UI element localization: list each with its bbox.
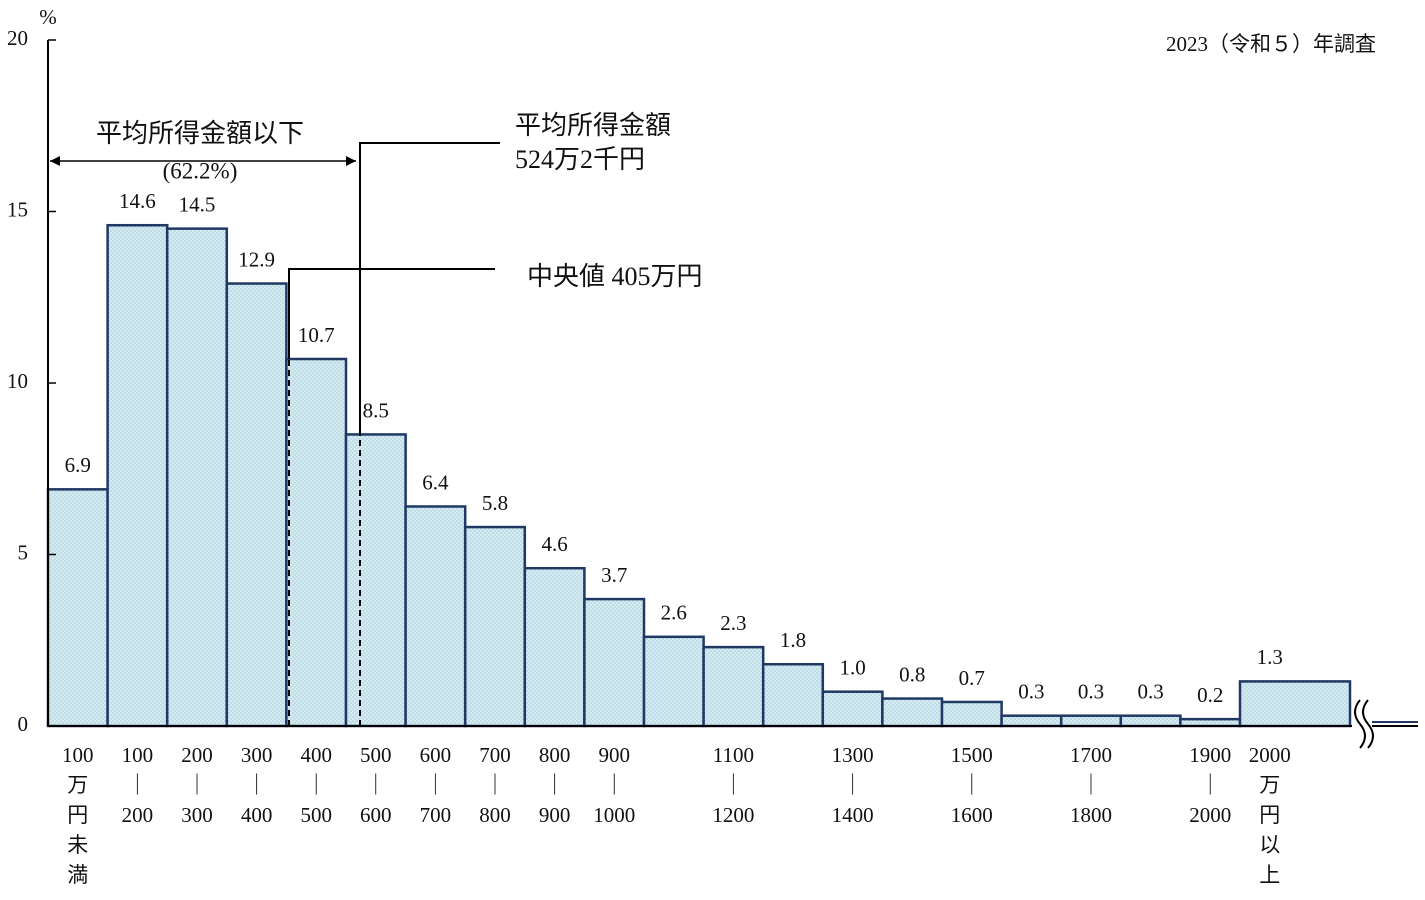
value-label: 2.6 [661, 601, 687, 625]
value-label: 10.7 [298, 323, 335, 347]
value-label: 0.8 [899, 662, 925, 686]
annotation: 平均所得金額 [515, 111, 671, 140]
x-tick-label: 300 ｜ 400 [241, 743, 273, 827]
y-tick-label: 20 [7, 26, 28, 50]
value-label: 0.3 [1137, 680, 1163, 704]
value-label: 5.8 [482, 491, 508, 515]
bar [404, 505, 467, 728]
value-label: 12.9 [238, 247, 275, 271]
bar [1000, 714, 1063, 728]
bar [583, 597, 646, 728]
value-label: 14.6 [119, 189, 156, 213]
bar [761, 663, 825, 728]
mean-line [359, 142, 500, 434]
value-label: 1.0 [839, 656, 865, 680]
bar [46, 488, 109, 728]
x-tick-label: 100 ｜ 200 [122, 743, 154, 827]
bar [285, 357, 348, 728]
x-tick-label: 800 ｜ 900 [539, 743, 571, 827]
bar [1238, 680, 1352, 728]
x-tick-label: 100 万円未満 [62, 743, 94, 887]
annotation: (62.2%) [163, 158, 238, 183]
x-tick-label: 900 ｜ 1000 [593, 743, 635, 827]
x-tick-label: 2000 万円以上 [1249, 743, 1291, 887]
x-tick-label: 200 ｜ 300 [181, 743, 213, 827]
x-tick-label: 600 ｜ 700 [420, 743, 452, 827]
bars [46, 223, 1352, 728]
bar [881, 697, 944, 728]
x-tick-label: 700 ｜ 800 [479, 743, 511, 827]
bar [225, 282, 288, 728]
value-label: 3.7 [601, 563, 627, 587]
x-tick-label: 1500 ｜ 1600 [951, 743, 993, 827]
bar [821, 690, 884, 728]
axis-break [1354, 699, 1374, 749]
bar [463, 525, 527, 728]
value-label: 6.9 [65, 453, 91, 477]
bar [344, 433, 407, 728]
y-tick-label: 10 [7, 369, 28, 393]
bar [523, 566, 586, 728]
value-label: 6.4 [422, 470, 449, 494]
value-label: 0.2 [1197, 683, 1223, 707]
x-tick-label: 1700 ｜ 1800 [1070, 743, 1112, 827]
bar [1179, 717, 1242, 728]
bar [106, 223, 169, 728]
bar [165, 227, 229, 728]
x-tick-label: 1900 ｜ 2000 [1189, 743, 1231, 827]
x-tick-label: 1300 ｜ 1400 [832, 743, 874, 827]
value-label: 1.8 [780, 628, 806, 652]
x-tick-label: 500 ｜ 600 [360, 743, 392, 827]
value-label: 4.6 [541, 532, 567, 556]
x-tick-label: 400 ｜ 500 [300, 743, 332, 827]
value-label: 2.3 [720, 611, 746, 635]
bar [1119, 714, 1182, 728]
value-label: 0.3 [1078, 680, 1104, 704]
y-tick-label: 5 [18, 540, 29, 564]
y-tick-label: 0 [18, 712, 29, 736]
y-tick-label: 15 [7, 197, 28, 221]
bar [1059, 714, 1123, 728]
value-label: 0.3 [1018, 680, 1044, 704]
annotation: 平均所得金額以下 [96, 119, 304, 148]
value-label: 8.5 [363, 398, 389, 422]
bar [702, 645, 765, 728]
bar [642, 635, 705, 728]
value-label: 14.5 [179, 192, 216, 216]
x-tick-label: 1100 ｜ 1200 [712, 743, 754, 827]
median-line [288, 268, 495, 359]
value-label: 1.3 [1257, 645, 1283, 669]
value-label: 0.7 [959, 666, 985, 690]
bar [940, 700, 1003, 728]
annotation: 524万2千円 [515, 145, 645, 174]
y-unit: % [39, 5, 57, 29]
annotation: 中央値 405万円 [527, 262, 703, 291]
note: 2023（令和５）年調査 [1166, 32, 1376, 56]
